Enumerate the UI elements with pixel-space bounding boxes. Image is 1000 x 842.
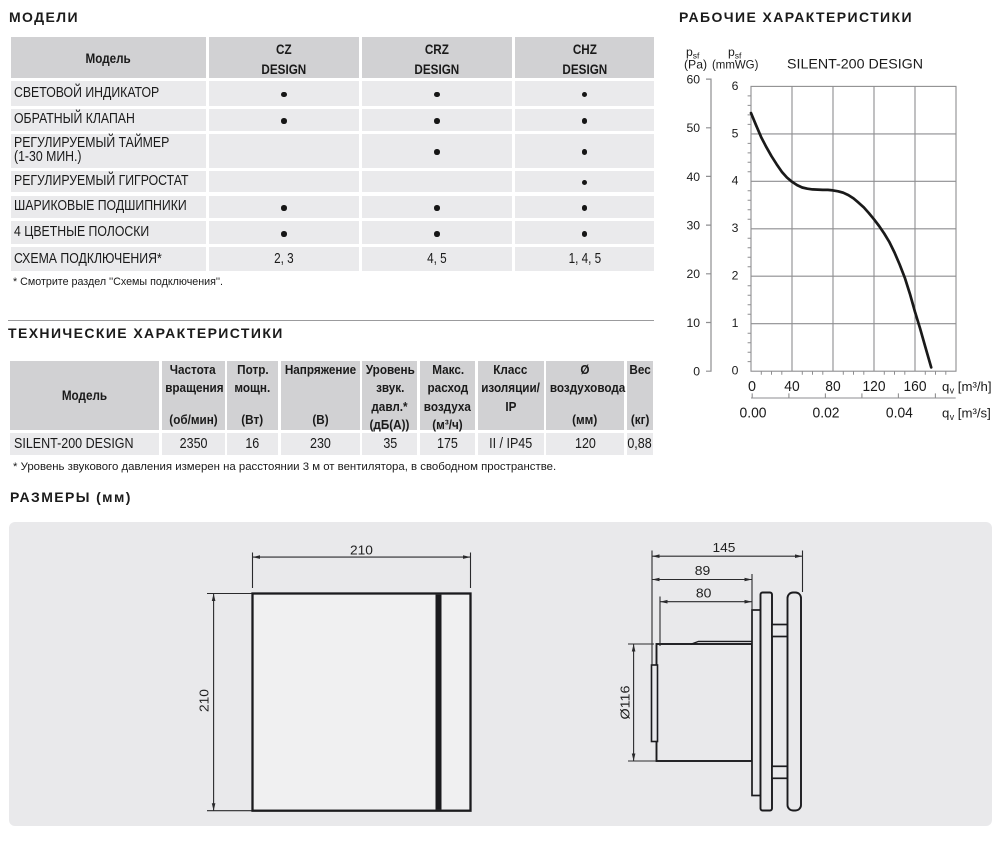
- svg-text:50: 50: [686, 121, 700, 135]
- svg-text:qv [m³/h]: qv [m³/h]: [942, 379, 992, 396]
- svg-text:4: 4: [732, 174, 739, 188]
- svg-text:89: 89: [695, 563, 711, 578]
- svg-text:40: 40: [686, 170, 700, 184]
- svg-text:0.04: 0.04: [886, 405, 913, 421]
- svg-text:80: 80: [825, 379, 840, 395]
- svg-text:SILENT-200 DESIGN: SILENT-200 DESIGN: [787, 57, 923, 72]
- svg-text:145: 145: [713, 540, 736, 555]
- svg-text:160: 160: [904, 379, 927, 395]
- svg-text:0: 0: [693, 365, 700, 379]
- svg-text:5: 5: [732, 126, 739, 140]
- svg-text:0: 0: [732, 364, 739, 378]
- svg-text:2: 2: [732, 269, 739, 283]
- svg-text:(Pa): (Pa): [684, 58, 707, 72]
- svg-text:6: 6: [732, 79, 739, 93]
- svg-text:10: 10: [686, 316, 700, 330]
- svg-text:210: 210: [197, 689, 212, 712]
- svg-text:80: 80: [696, 585, 712, 600]
- svg-text:0: 0: [748, 379, 756, 395]
- svg-text:Ø116: Ø116: [618, 686, 633, 720]
- svg-text:0.02: 0.02: [813, 405, 840, 421]
- svg-text:qv [m³/s]: qv [m³/s]: [942, 405, 991, 422]
- svg-text:(mmWG): (mmWG): [712, 58, 758, 72]
- svg-text:1: 1: [732, 316, 739, 330]
- svg-text:0.00: 0.00: [740, 405, 767, 421]
- svg-text:120: 120: [863, 379, 886, 395]
- svg-text:3: 3: [732, 221, 739, 235]
- svg-text:30: 30: [686, 219, 700, 233]
- svg-text:20: 20: [686, 267, 700, 281]
- svg-text:60: 60: [686, 73, 700, 87]
- svg-text:40: 40: [784, 379, 799, 395]
- svg-text:210: 210: [350, 543, 373, 558]
